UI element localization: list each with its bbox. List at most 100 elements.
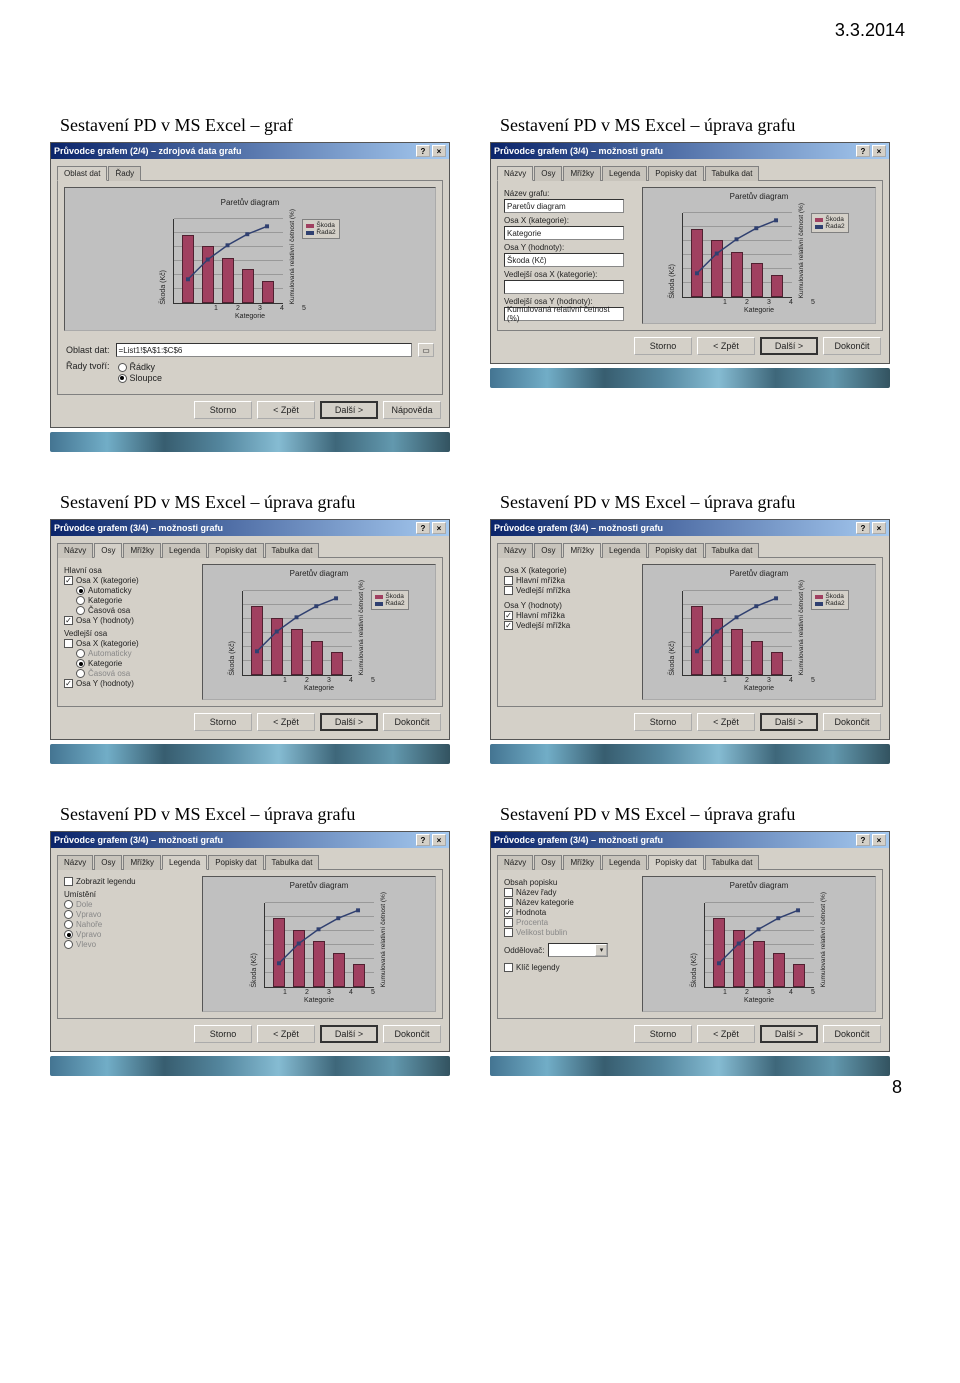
tab-mřížky[interactable]: Mřížky	[123, 543, 161, 558]
tab-legenda[interactable]: Legenda	[162, 855, 207, 870]
tabs: NázvyOsyMřížkyLegendaPopisky datTabulka …	[51, 848, 449, 869]
tab-popiskydat[interactable]: Popisky dat	[208, 543, 263, 558]
help-icon[interactable]: ?	[416, 834, 430, 846]
range-picker-icon[interactable]: ▭	[418, 343, 434, 357]
tab-popiskydat[interactable]: Popisky dat	[648, 855, 703, 870]
tab-osy[interactable]: Osy	[94, 543, 122, 558]
back-button[interactable]: < Zpět	[697, 337, 755, 355]
next-button[interactable]: Další >	[760, 713, 818, 731]
tab-tabulkadat[interactable]: Tabulka dat	[265, 543, 320, 558]
next-button[interactable]: Další >	[320, 401, 378, 419]
tab-tabulkadat[interactable]: Tabulka dat	[705, 166, 760, 181]
text-input[interactable]: Kategorie	[504, 226, 624, 240]
storno-button[interactable]: Storno	[634, 1025, 692, 1043]
tab-mřížky[interactable]: Mřížky	[123, 855, 161, 870]
tab-oblastdat[interactable]: Oblast dat	[57, 166, 107, 181]
tab-mřížky[interactable]: Mřížky	[563, 166, 601, 181]
back-button[interactable]: < Zpět	[257, 713, 315, 731]
tab-legenda[interactable]: Legenda	[602, 855, 647, 870]
finish-button[interactable]: Dokončit	[823, 337, 881, 355]
radio-option[interactable]: Sloupce	[118, 373, 163, 383]
close-icon[interactable]: ×	[432, 145, 446, 157]
checkbox-option[interactable]: Vedlejší mřížka	[504, 586, 634, 595]
radio-option[interactable]: Kategorie	[76, 659, 194, 668]
text-input[interactable]	[504, 280, 624, 294]
tab-názvy[interactable]: Názvy	[57, 543, 93, 558]
tab-mřížky[interactable]: Mřížky	[563, 543, 601, 558]
separator-dropdown[interactable]: ▾	[548, 943, 608, 957]
checkbox-option[interactable]: Klíč legendy	[504, 963, 634, 972]
tab-osy[interactable]: Osy	[94, 855, 122, 870]
storno-button[interactable]: Storno	[194, 401, 252, 419]
close-icon[interactable]: ×	[432, 522, 446, 534]
text-input[interactable]: Paretův diagram	[504, 199, 624, 213]
radio-option[interactable]: Automaticky	[76, 586, 194, 595]
checkbox-option[interactable]: ✓ Hlavní mřížka	[504, 611, 634, 620]
help-icon[interactable]: ?	[856, 145, 870, 157]
back-button[interactable]: < Zpět	[697, 1025, 755, 1043]
tabs: NázvyOsyMřížkyLegendaPopisky datTabulka …	[491, 536, 889, 557]
close-icon[interactable]: ×	[432, 834, 446, 846]
back-button[interactable]: < Zpět	[257, 401, 315, 419]
finish-button[interactable]: Dokončit	[383, 713, 441, 731]
next-button[interactable]: Další >	[320, 1025, 378, 1043]
next-button[interactable]: Další >	[760, 337, 818, 355]
back-button[interactable]: < Zpět	[697, 713, 755, 731]
checkbox-option[interactable]: Název řady	[504, 888, 634, 897]
radio-option[interactable]: Kategorie	[76, 596, 194, 605]
help-icon[interactable]: ?	[856, 522, 870, 534]
tab-tabulkadat[interactable]: Tabulka dat	[265, 855, 320, 870]
tab-názvy[interactable]: Názvy	[497, 855, 533, 870]
checkbox-option[interactable]: Osa X (kategorie)	[64, 639, 194, 648]
help-icon[interactable]: ?	[416, 522, 430, 534]
tab-legenda[interactable]: Legenda	[162, 543, 207, 558]
finish-button[interactable]: Dokončit	[823, 713, 881, 731]
checkbox-option[interactable]: ✓ Osa X (kategorie)	[64, 576, 194, 585]
tab-osy[interactable]: Osy	[534, 855, 562, 870]
checkbox-option[interactable]: Zobrazit legendu	[64, 877, 194, 886]
tab-názvy[interactable]: Názvy	[497, 166, 533, 181]
bars-area	[173, 219, 283, 304]
tab-názvy[interactable]: Názvy	[497, 543, 533, 558]
tab-tabulkadat[interactable]: Tabulka dat	[705, 543, 760, 558]
help-icon[interactable]: ?	[856, 834, 870, 846]
next-button[interactable]: Další >	[320, 713, 378, 731]
close-icon[interactable]: ×	[872, 834, 886, 846]
tab-legenda[interactable]: Legenda	[602, 543, 647, 558]
text-input[interactable]: Škoda (Kč)	[504, 253, 624, 267]
close-icon[interactable]: ×	[872, 522, 886, 534]
finish-button[interactable]: Dokončit	[383, 1025, 441, 1043]
radio-option[interactable]: Časová osa	[76, 606, 194, 615]
checkbox-option[interactable]: Název kategorie	[504, 898, 634, 907]
radio-option: Časová osa	[76, 669, 194, 678]
close-icon[interactable]: ×	[872, 145, 886, 157]
storno-button[interactable]: Storno	[634, 337, 692, 355]
text-input[interactable]: Kumulovaná relativní četnost (%)	[504, 307, 624, 321]
checkbox-option[interactable]: ✓ Osa Y (hodnoty)	[64, 679, 194, 688]
finish-button[interactable]: Dokončit	[823, 1025, 881, 1043]
checkbox-option[interactable]: ✓ Hodnota	[504, 908, 634, 917]
tab-názvy[interactable]: Názvy	[57, 855, 93, 870]
tab-popiskydat[interactable]: Popisky dat	[648, 166, 703, 181]
next-button[interactable]: Další >	[760, 1025, 818, 1043]
tab-mřížky[interactable]: Mřížky	[563, 855, 601, 870]
tab-tabulkadat[interactable]: Tabulka dat	[705, 855, 760, 870]
range-input[interactable]: =List1!$A$1:$C$6	[116, 343, 412, 357]
checkbox-option[interactable]: ✓ Vedlejší mřížka	[504, 621, 634, 630]
tab-řady[interactable]: Řady	[108, 166, 141, 181]
checkbox-option[interactable]: ✓ Osa Y (hodnoty)	[64, 616, 194, 625]
checkbox-option[interactable]: Hlavní mřížka	[504, 576, 634, 585]
tab-osy[interactable]: Osy	[534, 543, 562, 558]
tab-popiskydat[interactable]: Popisky dat	[208, 855, 263, 870]
tab-osy[interactable]: Osy	[534, 166, 562, 181]
storno-button[interactable]: Storno	[194, 713, 252, 731]
tab-legenda[interactable]: Legenda	[602, 166, 647, 181]
tab-popiskydat[interactable]: Popisky dat	[648, 543, 703, 558]
back-button[interactable]: < Zpět	[257, 1025, 315, 1043]
help-icon[interactable]: ?	[416, 145, 430, 157]
storno-button[interactable]: Storno	[634, 713, 692, 731]
storno-button[interactable]: Storno	[194, 1025, 252, 1043]
radio-option: Vlevo	[64, 940, 194, 949]
help-button[interactable]: Nápověda	[383, 401, 441, 419]
radio-option[interactable]: Řádky	[118, 362, 163, 372]
